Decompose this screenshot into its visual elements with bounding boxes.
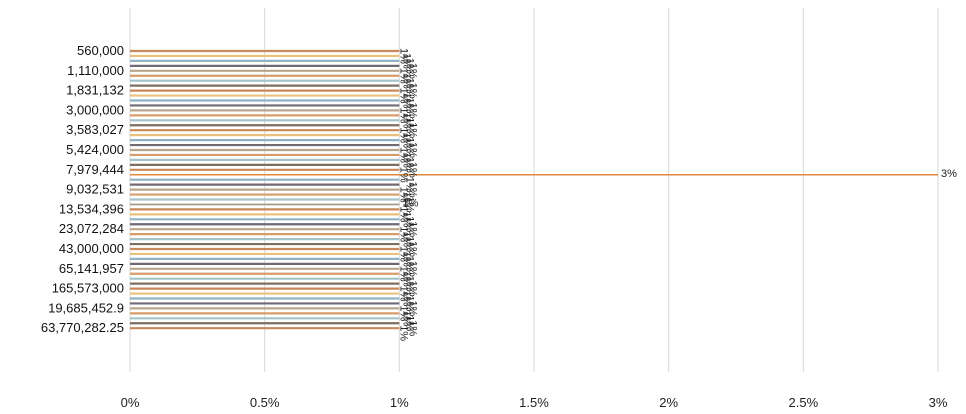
data-label: 1%	[400, 231, 412, 247]
x-tick-label: 3%	[929, 395, 948, 410]
x-tick-label: 0.5%	[250, 395, 280, 410]
x-tick-label: 2.5%	[789, 395, 819, 410]
data-label: 1%	[403, 236, 415, 252]
data-label: 1%	[397, 226, 409, 242]
category-label: 63,770,282.25	[41, 320, 124, 335]
data-label: 1%	[406, 221, 418, 237]
data-label: 1%	[406, 63, 418, 79]
data-label: 1%	[403, 58, 415, 74]
data-label: 1%	[403, 157, 415, 173]
data-label: 1%	[397, 305, 409, 321]
data-labels: 1%1%1%1%1%1%1%1%1%1%1%1%1%1%1%1%1%1%1%1%…	[397, 48, 957, 341]
category-label: 1,110,000	[67, 63, 124, 78]
data-label: 1%	[400, 211, 412, 227]
category-label: 1,831,132	[66, 83, 124, 98]
data-label: 1%	[406, 102, 418, 118]
data-label: 1%	[400, 93, 412, 109]
data-label: 1%	[400, 112, 412, 128]
data-label: 1%	[397, 88, 409, 104]
category-label: 5,424,000	[66, 142, 124, 157]
category-label: 3,583,027	[66, 122, 124, 137]
data-label: 1%	[403, 296, 415, 312]
data-label: 1%	[400, 152, 412, 168]
category-label: 19,685,452.9	[48, 300, 124, 315]
data-label: 1%	[397, 127, 409, 143]
data-label: 1%	[400, 271, 412, 287]
data-label: 1%	[400, 73, 412, 89]
data-label: 1%	[406, 162, 418, 178]
data-label: 1%	[397, 107, 409, 123]
data-label: 1%	[400, 192, 412, 208]
data-label: 1%	[400, 291, 412, 307]
data-label: 1%	[406, 241, 418, 257]
data-label: 1%	[397, 286, 409, 302]
data-label: 1%	[402, 197, 418, 209]
x-tick-label: 1.5%	[519, 395, 549, 410]
data-label: 1%	[397, 48, 409, 64]
data-label: 1%	[397, 68, 409, 84]
category-label: 9,032,531	[66, 182, 124, 197]
data-label: 1%	[403, 78, 415, 94]
data-label: 1%	[397, 246, 409, 262]
x-tick-label: 2%	[659, 395, 678, 410]
category-label: 3,000,000	[66, 102, 124, 117]
data-label: 1%	[406, 261, 418, 277]
data-label: 1%	[397, 147, 409, 163]
category-label: 165,573,000	[52, 281, 124, 296]
data-label: 1%	[397, 266, 409, 282]
data-label: 1%	[397, 206, 409, 222]
data-label: 1%	[403, 315, 415, 331]
x-tick-label: 1%	[390, 395, 409, 410]
data-label: 1%	[400, 251, 412, 267]
data-label: 1%	[403, 98, 415, 114]
data-label: 1%	[406, 182, 418, 198]
value-axis-labels: 0% 0.5% 1% 1.5% 2% 2.5% 3%	[121, 395, 948, 410]
data-label: 1%	[403, 276, 415, 292]
data-label: 1%	[397, 167, 409, 183]
data-label: 1%	[403, 197, 415, 213]
data-label: 1%	[406, 320, 418, 336]
data-label: 1%	[406, 300, 418, 316]
data-label: 1%	[406, 281, 418, 297]
data-label: 1%	[403, 117, 415, 133]
data-label: 1%	[403, 256, 415, 272]
category-label: 7,979,444	[66, 162, 124, 177]
category-label: 65,141,957	[59, 261, 124, 276]
data-label: 1%	[397, 325, 409, 341]
data-label: 1%	[406, 83, 418, 99]
category-label: 13,534,396	[59, 201, 124, 216]
data-label: 1%	[400, 310, 412, 326]
category-label: 43,000,000	[59, 241, 124, 256]
bars	[130, 49, 938, 330]
data-label: 1%	[400, 53, 412, 69]
category-label: 23,072,284	[59, 221, 124, 236]
data-label: 1%	[397, 187, 409, 203]
data-label: 1%	[403, 137, 415, 153]
data-label: 1%	[406, 122, 418, 138]
category-axis-labels: 560,000 1,110,000 1,831,132 3,000,000 3,583,…	[41, 43, 124, 335]
data-label: 1%	[403, 216, 415, 232]
data-label: 1%	[400, 132, 412, 148]
x-tick-label: 0%	[121, 395, 140, 410]
data-label: 3%	[941, 168, 957, 180]
category-label: 560,000	[77, 43, 124, 58]
data-label: 1%	[403, 177, 415, 193]
data-label: 1%	[406, 142, 418, 158]
